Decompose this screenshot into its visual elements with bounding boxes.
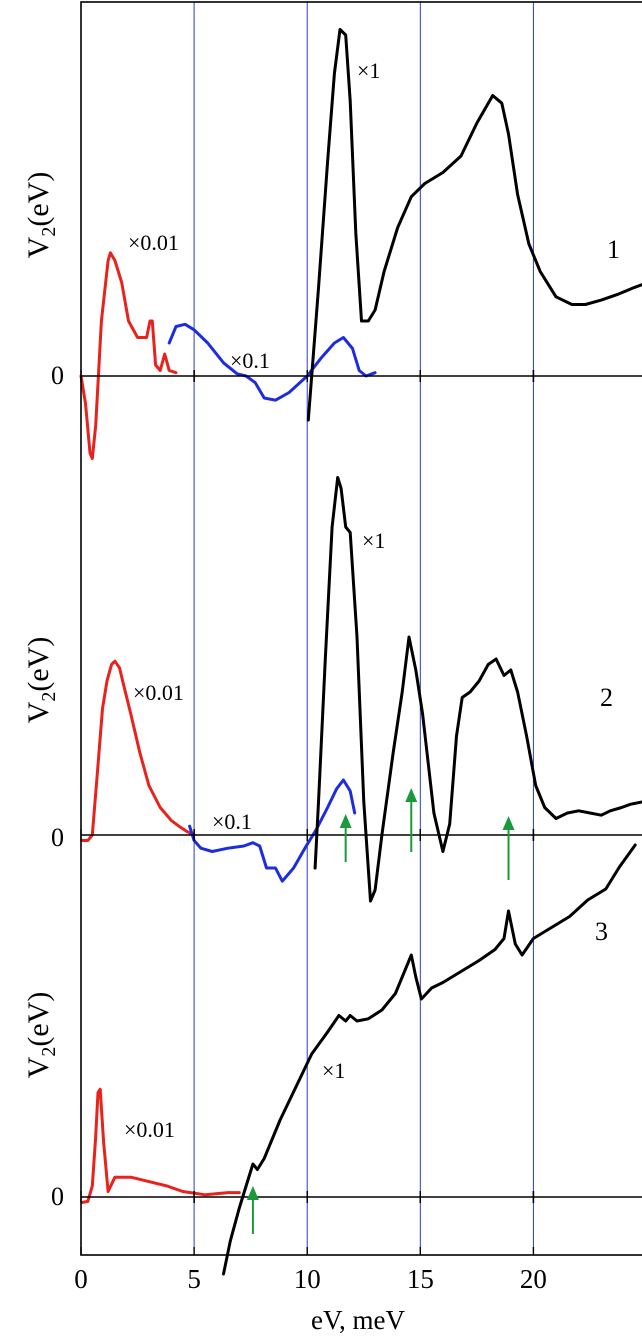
series-red-panel-2: [80, 659, 196, 842]
series-blue-panel-1: [167, 322, 377, 402]
curve-number-1: 1: [607, 235, 620, 264]
series-red-panel-1: [79, 251, 178, 460]
x-tick-label-0: 0: [74, 1264, 88, 1294]
series-blue-panel-2: [188, 778, 357, 883]
scale-label-black-panel-3: ×1: [322, 1058, 345, 1083]
scale-label-blue-panel-2: ×0.1: [212, 809, 252, 834]
x-tick-label-10: 10: [294, 1264, 321, 1294]
y-axis-label-panel-2: V2(eV): [22, 637, 60, 724]
arrow-head-4: [502, 816, 515, 830]
x-tick-label-5: 5: [187, 1264, 201, 1294]
plot-frame: [80, 1, 642, 1256]
scale-label-black-panel-2: ×1: [362, 528, 385, 553]
series-black-panel-2: [313, 476, 642, 903]
label-layer: 0 5 10 15 20×0.01×0.1×1V2(eV)01×0.01×0.1×1V2…: [22, 58, 620, 1294]
scale-label-black-panel-1: ×1: [357, 58, 380, 83]
scale-label-red-panel-1: ×0.01: [128, 230, 179, 255]
zero-label-panel-2: 0: [51, 823, 64, 852]
zero-label-panel-3: 0: [51, 1182, 64, 1211]
frame-layer: [80, 1, 642, 1256]
scale-label-red-panel-3: ×0.01: [124, 1117, 175, 1142]
y-axis-label-panel-1: V2(eV): [22, 172, 60, 259]
x-axis-label: eV, meV: [311, 1305, 405, 1335]
arrow-head-3: [405, 788, 418, 802]
scale-label-red-panel-2: ×0.01: [133, 680, 184, 705]
x-tick-label-15: 15: [407, 1264, 434, 1294]
y-axis-label-panel-3: V2(eV): [22, 992, 60, 1079]
zero-label-panel-1: 0: [51, 361, 64, 390]
series-red-panel-3: [80, 1087, 241, 1204]
curve-layer: [79, 28, 642, 1276]
grid-layer: [193, 2, 534, 1255]
scale-label-blue-panel-1: ×0.1: [230, 348, 270, 373]
series-black-panel-3: [222, 843, 637, 1276]
arrow-head-2: [339, 814, 352, 828]
curve-number-2: 2: [600, 683, 613, 712]
curve-number-3: 3: [595, 917, 608, 946]
arrow-head-1: [246, 1186, 259, 1200]
x-tick-label-20: 20: [520, 1264, 547, 1294]
series-black-panel-1: [306, 28, 642, 422]
